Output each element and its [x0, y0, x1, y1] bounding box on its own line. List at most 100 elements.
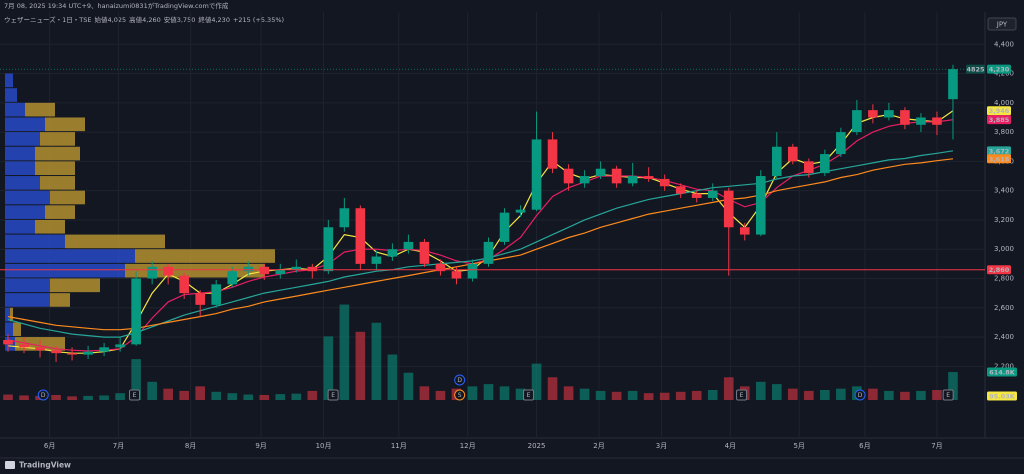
moving-average [7, 158, 954, 331]
profile-up [5, 146, 35, 161]
profile-up [5, 161, 35, 176]
volume-bar [579, 388, 590, 400]
profile-up [5, 293, 50, 307]
event-label: E [740, 392, 744, 399]
x-tick-label: 2月 [593, 442, 604, 450]
symbol-code-bg [966, 64, 985, 74]
candle-body [852, 110, 862, 133]
candle-body [259, 266, 270, 275]
candle-body [131, 278, 141, 345]
axes: 2,2002,4002,6002,8003,0003,2003,4003,600… [0, 40, 1017, 450]
event-marker [736, 389, 748, 401]
volume-bar [900, 391, 910, 400]
profile-down [50, 278, 100, 293]
candle-body [820, 154, 830, 174]
profile-up [5, 322, 13, 337]
ma-label-bg [987, 106, 1011, 116]
volume-bar [227, 393, 238, 400]
ma-label: 3,672 [989, 147, 1010, 155]
candle-body [307, 266, 318, 272]
volume-bar [355, 331, 366, 400]
caption: 7月 08, 2025 19:34 UTC+9、hanaizumi0831がTr… [4, 1, 229, 10]
moving-averages [7, 110, 954, 354]
candle-body [339, 208, 350, 228]
ohlc-key: 高値 [129, 15, 143, 24]
volume-bar [595, 390, 606, 400]
volume-bar [307, 390, 318, 400]
volume-bar [499, 386, 510, 400]
x-tick-label: 3月 [656, 442, 667, 450]
candle-body [147, 266, 157, 279]
volume-bar [163, 388, 173, 400]
y-tick-label: 2,400 [994, 333, 1014, 341]
event-label: E [527, 392, 531, 399]
candle-body [275, 269, 286, 275]
last-price-label-bg [987, 64, 1011, 74]
profile-down [45, 117, 85, 132]
candle-body [643, 176, 654, 179]
event-marker [454, 374, 466, 386]
volume-bar [675, 391, 686, 400]
profile-down [35, 146, 80, 161]
event-label: E [946, 392, 950, 399]
hline-label: 2,860 [989, 266, 1010, 274]
ma-label: 3,885 [989, 116, 1010, 124]
candle-body [115, 344, 125, 348]
candle-body [707, 190, 718, 198]
volume-bar [659, 392, 670, 400]
candle-body [884, 110, 894, 118]
volume-bar [771, 384, 782, 400]
candle-body [51, 350, 61, 354]
ma-label: 3,946 [989, 107, 1010, 115]
ma-label-bg [987, 154, 1011, 164]
ohlc-key: 安値 [164, 15, 178, 24]
volume-bar [515, 388, 526, 400]
x-tick-label: 7月 [931, 442, 942, 450]
x-tick-label: 4月 [725, 442, 736, 450]
volume-bar [179, 390, 189, 400]
candle-body [804, 161, 814, 174]
y-tick-label: 3,200 [994, 216, 1014, 224]
profile-up [5, 102, 25, 117]
x-tick-label: 12月 [460, 442, 476, 450]
profile-up [5, 234, 65, 249]
profile-down [40, 176, 75, 190]
candle-body [435, 263, 446, 272]
profile-up [5, 278, 50, 293]
currency-button[interactable] [987, 17, 1017, 31]
profile-up [5, 132, 40, 146]
profile-down [13, 322, 21, 337]
y-tick-label: 2,200 [994, 362, 1014, 370]
candle-body [19, 344, 29, 348]
candle-body [515, 209, 526, 213]
candle-body [739, 227, 750, 235]
volume-label: 614.8K [989, 369, 1016, 377]
volume-bar [403, 372, 414, 400]
volume-bar [195, 386, 206, 400]
profile-up [5, 307, 10, 322]
volume-bar [627, 390, 638, 400]
volume-bar [131, 359, 141, 400]
candle-body [3, 339, 13, 345]
x-tick-label: 8月 [185, 442, 196, 450]
volume-bar [67, 396, 77, 400]
candle-body [627, 176, 638, 184]
volume-bar [643, 393, 654, 400]
event-label: D [457, 377, 462, 384]
candle-body [371, 256, 382, 264]
volume-bar [755, 381, 766, 400]
profile-up [5, 117, 45, 132]
candle-body [403, 241, 414, 250]
ohlc-key: 終値 [198, 15, 212, 24]
candle-body [723, 190, 734, 228]
ohlc-key: 始値 [95, 15, 109, 24]
profile-down [35, 219, 65, 234]
candle-body [163, 266, 173, 276]
candle-body [547, 139, 558, 169]
volume-bar [483, 384, 494, 400]
brand: TradingView [19, 461, 71, 470]
volume-bar [948, 372, 958, 400]
candle-body [579, 176, 590, 184]
symbol-name: ウェザーニューズ・1日・TSE [4, 15, 92, 24]
